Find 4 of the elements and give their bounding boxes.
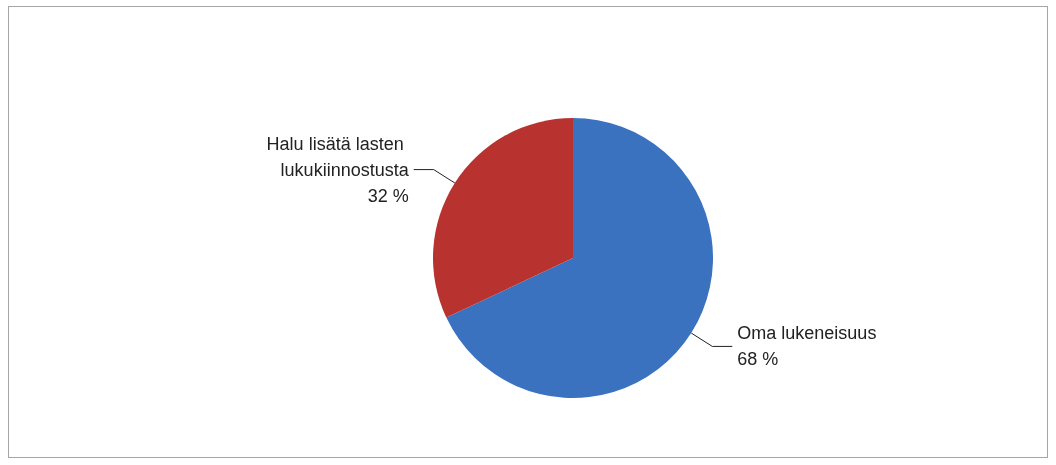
data-label: 68 % [737, 349, 779, 370]
slice-label: Halu lisätä lasten lukukiinnostusta [266, 133, 410, 180]
data-label: 32 % [367, 185, 409, 206]
slice-label: Oma lukeneisuus [737, 323, 877, 344]
